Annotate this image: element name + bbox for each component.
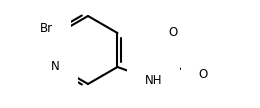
Text: NH: NH [145, 75, 162, 87]
Text: N: N [51, 60, 60, 74]
Text: O: O [169, 26, 178, 40]
Text: Br: Br [40, 22, 53, 36]
Text: O: O [199, 68, 208, 80]
